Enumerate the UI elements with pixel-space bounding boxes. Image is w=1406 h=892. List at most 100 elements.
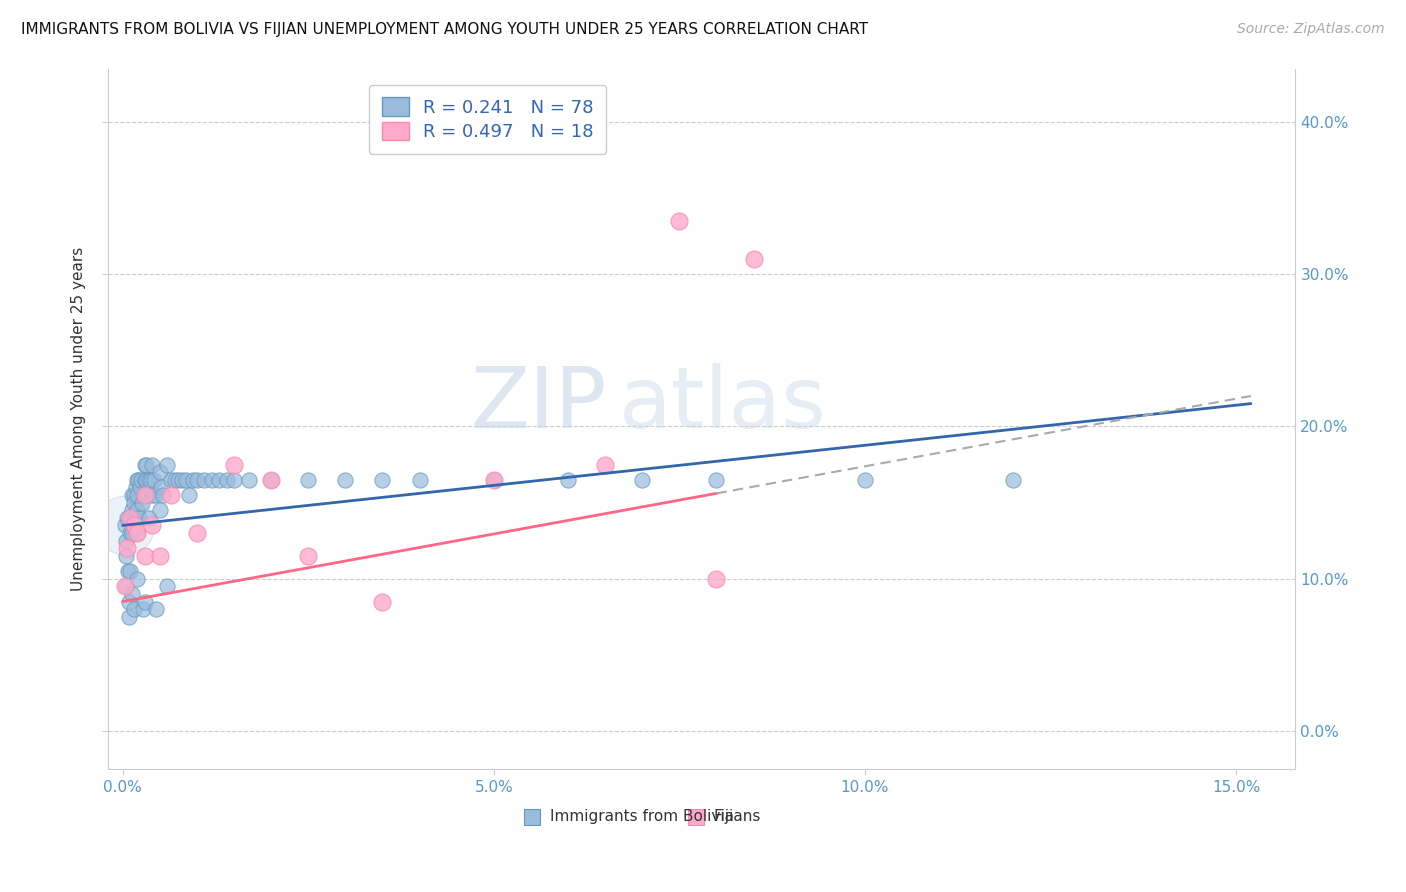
Point [193,473,215,487]
Point [124,495,146,509]
Text: atlas: atlas [619,363,827,446]
Point [114,533,136,548]
Point [371,594,394,608]
Point [141,488,163,502]
Point [134,594,156,608]
Point [122,518,145,533]
Point [118,610,141,624]
Point [131,495,153,509]
Legend: R = 0.241   N = 78, R = 0.497   N = 18: R = 0.241 N = 78, R = 0.497 N = 18 [370,85,606,154]
Point [668,214,690,228]
Point [138,473,160,487]
Point [335,473,357,487]
Point [238,473,260,487]
Point [127,503,149,517]
Point [156,458,179,472]
Point [124,511,146,525]
Point [121,503,143,517]
Point [149,465,172,479]
Point [135,458,157,472]
Point [222,473,245,487]
Point [115,549,138,563]
Point [297,473,319,487]
Point [127,473,149,487]
Point [134,473,156,487]
Point [408,473,430,487]
Point [297,549,319,563]
Text: IMMIGRANTS FROM BOLIVIA VS FIJIAN UNEMPLOYMENT AMONG YOUTH UNDER 25 YEARS CORREL: IMMIGRANTS FROM BOLIVIA VS FIJIAN UNEMPL… [21,22,869,37]
Point [170,473,193,487]
Point [160,473,183,487]
Point [145,602,167,616]
Point [117,594,139,608]
Point [222,458,245,472]
Point [134,488,156,502]
Point [121,526,143,541]
Point [149,549,172,563]
Point [118,511,141,525]
Point [118,526,141,541]
Point [134,549,156,563]
Point [118,511,141,525]
Point [127,488,149,502]
Point [706,473,728,487]
Point [125,526,148,541]
Point [593,458,616,472]
Text: Immigrants from Bolivia: Immigrants from Bolivia [550,809,734,824]
Point [131,602,153,616]
Point [127,526,149,541]
Point [122,602,145,616]
Point [186,526,208,541]
Point [371,473,394,487]
Text: Source: ZipAtlas.com: Source: ZipAtlas.com [1237,22,1385,37]
Point [121,587,143,601]
Point [118,564,141,578]
Point [152,488,174,502]
Point [1002,473,1025,487]
Point [215,473,238,487]
Point [742,252,765,266]
Point [179,488,201,502]
Point [128,480,150,494]
Point [706,572,728,586]
Point [114,579,136,593]
Point [142,473,165,487]
Point [482,473,505,487]
Y-axis label: Unemployment Among Youth under 25 years: Unemployment Among Youth under 25 years [72,247,86,591]
Point [121,488,143,502]
Point [127,473,149,487]
Point [136,488,159,502]
Point [853,473,876,487]
Point [134,488,156,502]
Point [127,572,149,586]
Text: ZIP: ZIP [470,363,606,446]
Point [129,473,152,487]
Point [208,473,231,487]
Point [114,518,136,533]
Point [143,488,166,502]
Point [150,480,173,494]
Point [114,518,136,533]
Point [135,473,157,487]
Text: Fijians: Fijians [713,809,761,824]
Point [174,473,197,487]
Point [139,473,162,487]
Point [117,564,139,578]
Point [482,473,505,487]
Point [134,458,156,472]
Point [128,511,150,525]
Point [125,480,148,494]
Point [163,473,186,487]
Point [557,473,579,487]
Point [201,473,224,487]
Point [156,579,179,593]
Point [160,488,183,502]
Point [122,518,145,533]
Point [138,511,160,525]
Point [122,488,145,502]
Point [149,503,172,517]
Point [141,458,163,472]
Point [115,511,138,525]
Point [167,473,190,487]
Point [260,473,283,487]
